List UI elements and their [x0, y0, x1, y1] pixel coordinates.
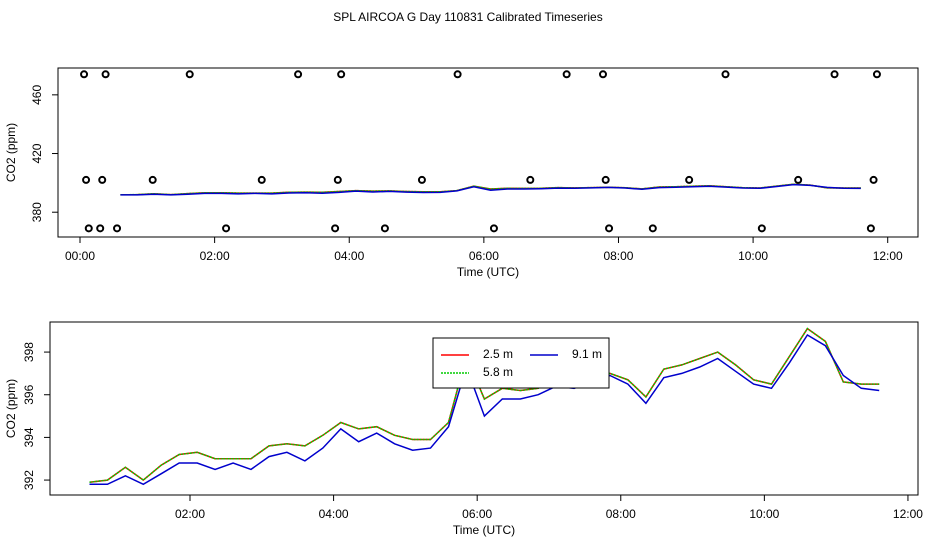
y-tick-label: 392	[22, 470, 36, 490]
y-tick-label: 394	[22, 427, 36, 447]
legend-box	[432, 337, 610, 389]
calibration-point	[794, 175, 803, 184]
calibration-point	[337, 70, 346, 79]
legend-label: 5.8 m	[483, 365, 513, 379]
plot-frame	[49, 321, 919, 496]
calibration-point	[80, 70, 89, 79]
calibration-point	[562, 70, 571, 79]
legend-label: 9.1 m	[572, 347, 602, 361]
chart-title: SPL AIRCOA G Day 110831 Calibrated Times…	[333, 10, 602, 24]
y-tick-label: 396	[22, 384, 36, 404]
calibration-point	[757, 224, 766, 233]
x-tick-label: 06:00	[469, 249, 499, 263]
calibration-point	[331, 224, 340, 233]
series-line	[120, 183, 861, 196]
calibration-point	[453, 70, 462, 79]
calibration-point	[601, 175, 610, 184]
calibration-point	[84, 224, 93, 233]
x-tick-label: 02:00	[175, 507, 205, 521]
calibration-point	[82, 175, 91, 184]
x-tick-label: 00:00	[65, 249, 95, 263]
calibration-point	[685, 175, 694, 184]
calibration-point	[185, 70, 194, 79]
calibration-point	[830, 70, 839, 79]
x-tick-label: 10:00	[738, 249, 768, 263]
calibration-point	[869, 175, 878, 184]
x-tick-label: 04:00	[319, 507, 349, 521]
calibration-point	[96, 224, 105, 233]
calibration-point	[526, 175, 535, 184]
series-line	[89, 327, 880, 483]
x-tick-label: 10:00	[749, 507, 779, 521]
plot-frame	[57, 67, 919, 238]
calibration-point	[222, 224, 231, 233]
x-tick-label: 08:00	[603, 249, 633, 263]
calibration-point	[380, 224, 389, 233]
x-tick-label: 04:00	[334, 249, 364, 263]
calibration-point	[257, 175, 266, 184]
y-tick-label: 420	[30, 143, 44, 163]
calibration-point	[294, 70, 303, 79]
y-tick-label: 380	[30, 202, 44, 222]
calibration-point	[489, 224, 498, 233]
x-tick-label: 06:00	[462, 507, 492, 521]
legend-label: 2.5 m	[483, 347, 513, 361]
calibration-point	[148, 175, 157, 184]
calibration-point	[417, 175, 426, 184]
calibration-point	[101, 70, 110, 79]
x-axis-label: Time (UTC)	[453, 523, 515, 537]
calibration-point	[721, 70, 730, 79]
y-axis-label: CO2 (ppm)	[4, 123, 18, 182]
calibration-point	[598, 70, 607, 79]
calibration-point	[333, 175, 342, 184]
calibration-point	[605, 224, 614, 233]
calibration-point	[866, 224, 875, 233]
calibration-point	[648, 224, 657, 233]
calibration-point	[113, 224, 122, 233]
calibration-point	[872, 70, 881, 79]
x-tick-label: 08:00	[606, 507, 636, 521]
x-tick-label: 12:00	[873, 249, 903, 263]
series-line	[89, 333, 880, 486]
x-tick-label: 12:00	[893, 507, 923, 521]
calibration-point	[98, 175, 107, 184]
x-tick-label: 02:00	[200, 249, 230, 263]
y-tick-label: 460	[30, 85, 44, 105]
x-axis-label: Time (UTC)	[457, 265, 519, 279]
y-axis-label: CO2 (ppm)	[4, 379, 18, 438]
y-tick-label: 398	[22, 342, 36, 362]
